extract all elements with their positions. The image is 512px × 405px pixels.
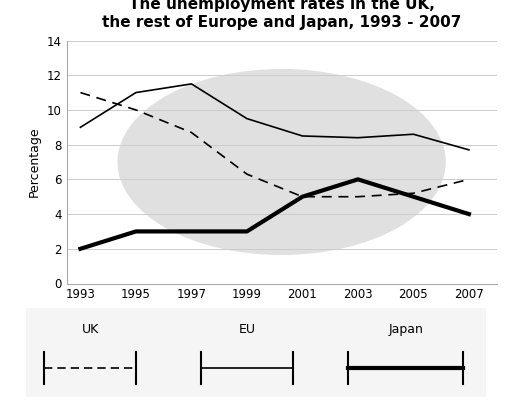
Text: Japan: Japan: [388, 323, 423, 336]
Title: The unemployment rates in the UK,
the rest of Europe and Japan, 1993 - 2007: The unemployment rates in the UK, the re…: [102, 0, 461, 30]
FancyBboxPatch shape: [3, 303, 509, 401]
Y-axis label: Percentage: Percentage: [28, 127, 41, 197]
Text: UK: UK: [81, 323, 99, 336]
Circle shape: [118, 70, 445, 254]
Text: EU: EU: [238, 323, 255, 336]
